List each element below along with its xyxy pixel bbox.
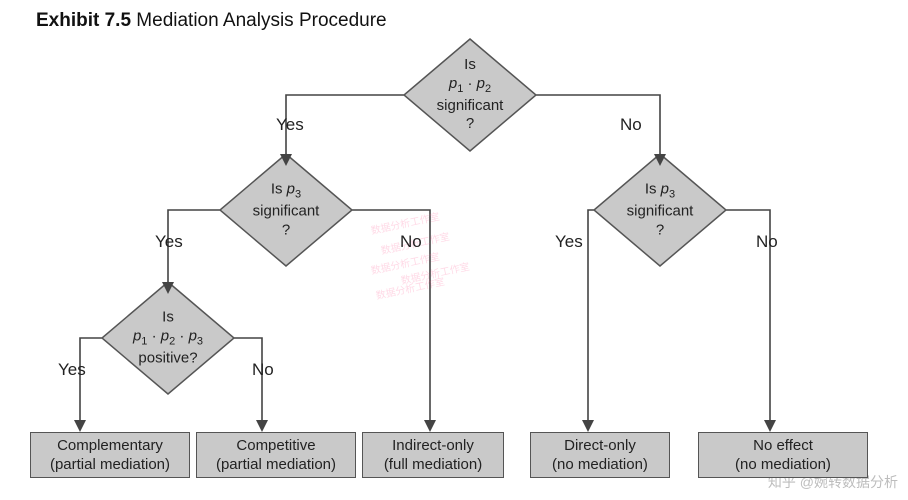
- edge-arrowhead: [162, 282, 174, 294]
- edge-label-no: No: [756, 232, 778, 252]
- outcome-o4: Direct-only(no mediation): [530, 432, 670, 478]
- outcome-o3: Indirect-only(full mediation): [362, 432, 504, 478]
- edge-arrowhead: [256, 420, 268, 432]
- edge-label-yes: Yes: [555, 232, 583, 252]
- edge-arrowhead: [424, 420, 436, 432]
- edge-label-no: No: [620, 115, 642, 135]
- edge-label-no: No: [252, 360, 274, 380]
- edge-arrowhead: [280, 154, 292, 166]
- edge-arrowhead: [74, 420, 86, 432]
- outcome-o2: Competitive(partial mediation): [196, 432, 356, 478]
- outcome-o1: Complementary(partial mediation): [30, 432, 190, 478]
- edge-label-yes: Yes: [58, 360, 86, 380]
- edge-arrowhead: [764, 420, 776, 432]
- edge-label-yes: Yes: [276, 115, 304, 135]
- outcome-o5: No effect(no mediation): [698, 432, 868, 478]
- edge-label-no: No: [400, 232, 422, 252]
- edge-arrowhead: [582, 420, 594, 432]
- edge-arrowhead: [654, 154, 666, 166]
- edge-label-yes: Yes: [155, 232, 183, 252]
